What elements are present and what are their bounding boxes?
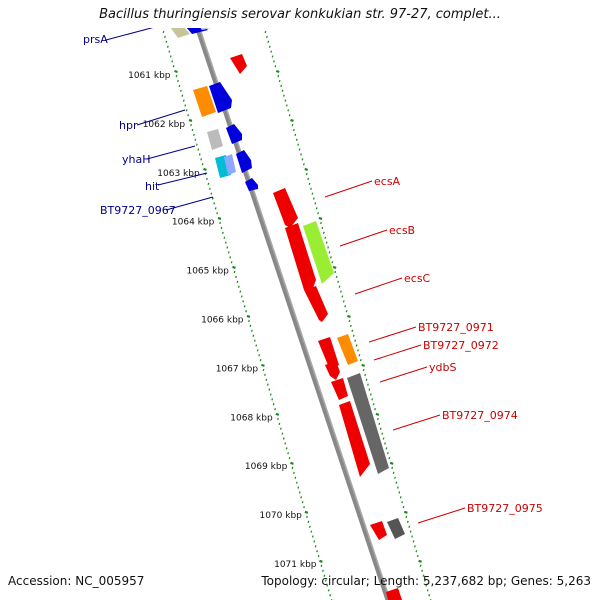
major-tick <box>275 412 280 416</box>
gene-label-hit[interactable]: hit <box>145 180 160 193</box>
gene-feature <box>209 82 232 113</box>
kbp-label: 1068 kbp <box>230 413 273 423</box>
major-tick <box>332 265 337 269</box>
major-tick <box>275 69 280 74</box>
major-tick <box>262 22 265 23</box>
gene-feature <box>207 129 223 150</box>
gene-feature <box>226 124 242 144</box>
major-tick <box>347 314 351 318</box>
major-tick <box>304 510 309 514</box>
gene-label-BT9727_0974[interactable]: BT9727_0974 <box>442 409 518 422</box>
major-tick <box>188 118 193 123</box>
gene-feature <box>170 28 190 38</box>
major-tick <box>203 167 207 171</box>
gene-feature <box>245 178 258 191</box>
major-tick <box>418 559 422 563</box>
gene-label-BT9727_0972[interactable]: BT9727_0972 <box>423 339 499 352</box>
major-tick <box>290 461 294 465</box>
gene-feature <box>230 54 247 74</box>
major-tick <box>160 22 163 23</box>
gene-label-BT9727_0975[interactable]: BT9727_0975 <box>467 502 543 515</box>
gene-feature <box>347 373 389 474</box>
kbp-label: 1065 kbp <box>186 267 229 277</box>
gene-feature <box>303 221 334 284</box>
kbp-label: 1071 kbp <box>274 560 317 570</box>
gene-feature <box>337 334 358 365</box>
major-tick <box>318 216 323 220</box>
kbp-label: 1061 kbp <box>128 71 171 81</box>
major-tick <box>375 412 380 416</box>
gene-label-ecsA[interactable]: ecsA <box>374 175 401 188</box>
gene-feature <box>387 518 405 539</box>
gene-label-BT9727_0971[interactable]: BT9727_0971 <box>418 321 494 334</box>
gene-feature <box>304 286 328 322</box>
gene-feature <box>224 154 236 175</box>
kbp-label: 1067 kbp <box>216 364 259 374</box>
right-tick-rail <box>262 22 432 600</box>
major-tick <box>232 265 236 269</box>
gene-label-hpr[interactable]: hpr <box>119 119 138 132</box>
gene-feature <box>386 588 402 600</box>
major-tick <box>389 461 394 465</box>
gene-feature <box>273 188 298 228</box>
gene-feature <box>236 150 252 173</box>
kbp-label: 1070 kbp <box>259 511 302 521</box>
major-tick <box>261 363 265 367</box>
kbp-label: 1062 kbp <box>143 120 186 130</box>
kbp-label: 1063 kbp <box>157 169 200 179</box>
major-tick <box>174 69 178 74</box>
gene-label-BT9727_0967[interactable]: BT9727_0967 <box>100 204 176 217</box>
kbp-label: 1066 kbp <box>201 316 244 326</box>
major-tick <box>217 216 222 220</box>
gene-label-ecsC[interactable]: ecsC <box>404 272 431 285</box>
accession-text: Accession: NC_005957 <box>8 574 145 588</box>
kbp-labels: 1061 kbp 1062 kbp 1063 kbp 1064 kbp 1065 kbp… <box>128 71 317 570</box>
topology-text: Topology: circular; Length: 5,237,682 bp… <box>261 574 591 588</box>
left-gene-labels: prsA hpr yhaH hit BT9727_0967 <box>83 28 214 217</box>
gene-label-ecsB[interactable]: ecsB <box>389 224 415 237</box>
major-tick <box>290 118 294 123</box>
genome-backbone <box>195 28 391 600</box>
right-gene-labels: ecsA ecsB ecsC BT9727_0971 BT9727_0972 y… <box>324 175 543 524</box>
left-tick-rail <box>160 22 333 600</box>
gene-label-yhaH[interactable]: yhaH <box>122 153 151 166</box>
kbp-label: 1069 kbp <box>245 462 288 472</box>
major-tick <box>319 559 323 563</box>
gene-feature <box>200 28 212 30</box>
gene-feature <box>285 223 316 290</box>
gene-feature <box>318 337 339 370</box>
major-tick <box>361 363 366 367</box>
major-tick <box>404 510 408 514</box>
gene-feature <box>325 361 340 380</box>
major-tick <box>246 314 251 318</box>
gene-feature <box>193 86 216 117</box>
major-tick <box>304 167 309 171</box>
gene-feature <box>331 378 348 400</box>
kbp-label: 1064 kbp <box>172 218 215 228</box>
map-title: Bacillus thuringiensis serovar konkukian… <box>99 7 501 22</box>
gene-label-ydbS[interactable]: ydbS <box>429 361 456 374</box>
gene-feature <box>370 521 387 540</box>
gene-label-prsA[interactable]: prsA <box>83 33 108 46</box>
gene-feature <box>339 401 370 477</box>
backbone-highlight <box>198 28 391 600</box>
